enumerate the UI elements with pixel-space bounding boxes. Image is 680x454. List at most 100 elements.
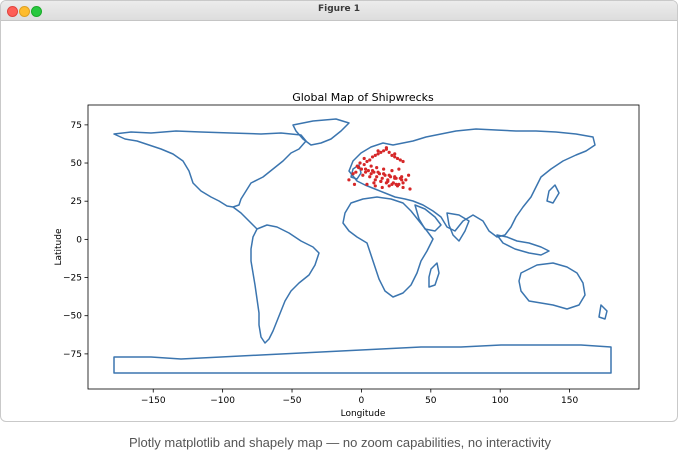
shipwreck-point	[407, 173, 411, 177]
shipwreck-point	[401, 185, 405, 190]
shipwreck-point	[390, 182, 394, 186]
shipwreck-point	[375, 175, 379, 179]
x-axis-ticks: −150 −100 −50 0 50 100 150	[141, 389, 578, 406]
maximize-window-icon[interactable]	[31, 6, 42, 17]
x-tick-label: −150	[141, 396, 166, 406]
shipwreck-point	[354, 170, 358, 174]
x-tick-label: 50	[425, 396, 437, 406]
shipwreck-point	[386, 178, 390, 182]
shipwreck-point	[382, 172, 386, 176]
close-window-icon[interactable]	[7, 6, 18, 17]
y-tick-label: −25	[63, 274, 82, 284]
y-tick-label: −50	[63, 312, 82, 322]
shipwreck-point	[384, 181, 389, 185]
shipwreck-point	[380, 185, 384, 190]
landmass-south-america	[250, 224, 320, 344]
y-tick-label: −75	[63, 350, 82, 360]
landmass-southeast-asia	[496, 234, 550, 256]
shipwreck-point	[365, 182, 369, 186]
y-tick-label: 0	[76, 235, 82, 245]
x-tick-label: 0	[359, 396, 365, 406]
shipwreck-point	[379, 179, 383, 183]
x-tick-label: −100	[210, 396, 235, 406]
shipwreck-point	[401, 159, 405, 164]
shipwreck-point	[382, 149, 386, 153]
figure-canvas: Global Map of Shipwrecks	[54, 91, 640, 419]
shipwreck-point	[369, 164, 373, 168]
window-titlebar: Figure 1	[1, 1, 677, 21]
x-tick-label: 150	[561, 396, 578, 406]
shipwreck-point	[362, 156, 366, 161]
shipwreck-point	[365, 159, 369, 164]
shipwreck-point	[397, 167, 401, 171]
landmass-central-america	[232, 206, 258, 230]
shipwreck-point	[393, 176, 397, 180]
shipwreck-point	[362, 162, 366, 167]
x-tick-label: −50	[283, 396, 302, 406]
figure-window: Figure 1 Global Map of Shipwrecks	[0, 0, 678, 422]
shipwreck-point	[373, 178, 377, 182]
minimize-window-icon[interactable]	[19, 6, 30, 17]
shipwreck-point	[376, 149, 380, 153]
shipwreck-point	[398, 158, 402, 162]
shipwreck-point	[357, 166, 361, 170]
plot-area	[87, 104, 640, 390]
shipwreck-point	[373, 184, 377, 188]
x-axis-label: Longitude	[341, 409, 386, 419]
shipwreck-point	[368, 175, 372, 179]
shipwreck-point	[358, 161, 362, 165]
map-outlines	[113, 118, 612, 374]
chart-title: Global Map of Shipwrecks	[292, 91, 434, 104]
shipwreck-point	[408, 187, 412, 191]
shipwreck-point	[359, 167, 364, 171]
shipwreck-point	[351, 172, 355, 176]
landmass-new-zealand	[598, 304, 608, 320]
shipwreck-point	[390, 169, 394, 173]
shipwreck-point	[382, 167, 386, 171]
shipwreck-point	[373, 153, 377, 157]
shipwreck-point	[404, 178, 408, 182]
shipwreck-point	[387, 150, 391, 154]
shipwreck-point	[372, 181, 376, 185]
landmass-madagascar	[428, 262, 440, 288]
y-tick-label: 75	[71, 121, 82, 131]
y-axis-label: Latitude	[54, 228, 64, 266]
shipwreck-point	[387, 173, 391, 177]
landmass-africa	[342, 196, 434, 298]
shipwreck-point	[393, 152, 397, 156]
shipwreck-point	[387, 184, 391, 188]
shipwreck-point	[352, 182, 357, 186]
shipwreck-point	[347, 178, 351, 182]
y-tick-label: 25	[71, 197, 82, 207]
landmass-greenland	[292, 118, 350, 146]
shipwreck-point	[376, 152, 380, 156]
shipwreck-point	[379, 150, 383, 154]
landmass-arabia	[414, 204, 442, 232]
shipwreck-point	[395, 156, 400, 161]
shipwreck-point	[380, 176, 384, 180]
y-tick-label: 50	[71, 159, 83, 169]
landmass-antarctica	[113, 344, 612, 374]
window-title: Figure 1	[317, 4, 361, 14]
shipwreck-point	[370, 155, 375, 159]
shipwreck-point	[400, 175, 404, 179]
shipwreck-point	[370, 169, 375, 173]
y-axis-ticks: 75 50 25 0 −25 −50 −75	[63, 121, 88, 360]
landmass-australia	[518, 262, 586, 310]
shipwreck-point	[369, 172, 373, 176]
x-tick-label: 100	[492, 396, 509, 406]
landmass-india	[446, 212, 470, 242]
shipwreck-point	[384, 146, 389, 150]
shipwreck-point	[401, 181, 405, 185]
shipwreck-points	[347, 146, 412, 191]
landmass-japan	[546, 184, 560, 204]
shipwreck-point	[394, 182, 398, 186]
shipwreck-point	[375, 166, 379, 170]
screenshot-caption: Plotly matplotlib and shapely map — no z…	[129, 435, 551, 450]
shipwreck-point	[363, 170, 368, 174]
shipwreck-point	[390, 153, 394, 157]
landmass-eurasia	[348, 128, 596, 238]
shipwreck-point	[376, 170, 380, 174]
shipwreck-point	[366, 169, 370, 173]
shipwreck-point	[363, 167, 368, 171]
